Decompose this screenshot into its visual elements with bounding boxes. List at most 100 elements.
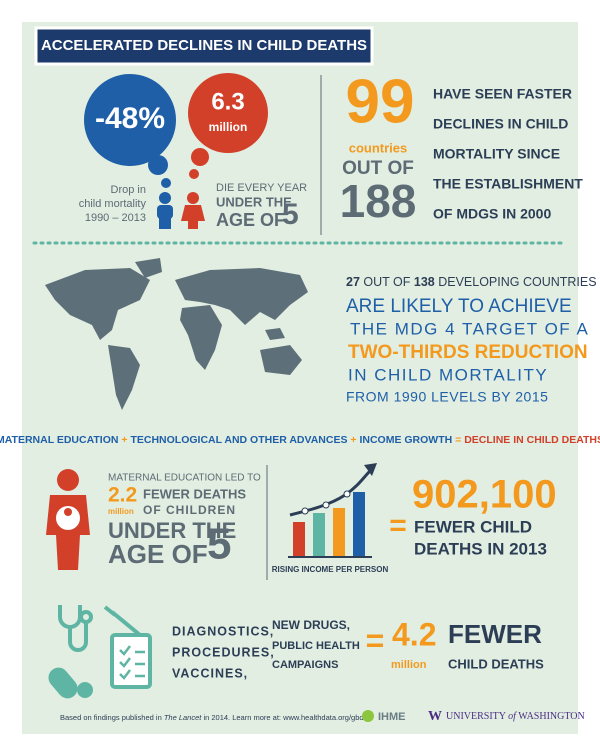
bubble [161, 178, 171, 188]
bubble [188, 73, 268, 153]
text-line: DIAGNOSTICS, [172, 624, 274, 638]
text-line: MORTALITY SINCE [433, 146, 560, 162]
text-line: VACCINES, [172, 666, 248, 680]
equals: = [389, 509, 407, 542]
shape [135, 650, 145, 678]
education-unit: million [108, 507, 134, 516]
caption: child mortality [79, 198, 147, 210]
text-line: PUBLIC HEALTH [272, 640, 360, 652]
term: DECLINE IN CHILD DEATHS [464, 434, 600, 446]
text: OUT OF [363, 275, 410, 289]
deaths-value: 6.3 [211, 88, 244, 115]
ihme: IHME [378, 711, 406, 723]
text-line: TWO-THIRDS REDUCTION [348, 342, 588, 363]
shape [364, 463, 377, 476]
deaths-unit: million [209, 120, 248, 134]
text-line: FEWER DEATHS [143, 486, 246, 501]
drop-value: -48% [95, 102, 165, 135]
caption: AGE OF [216, 210, 285, 230]
text-line: THE ESTABLISHMENT [433, 176, 583, 192]
shape [77, 682, 93, 698]
caption: 1990 – 2013 [85, 212, 146, 224]
caption: Drop in [111, 184, 146, 196]
shape [322, 501, 330, 509]
income-chart [288, 463, 377, 558]
shape [159, 192, 171, 204]
advances-value: 4.2 [392, 616, 436, 652]
shape [313, 513, 325, 556]
equation: MATERNAL EDUCATION + TECHNOLOGICAL AND O… [0, 434, 600, 446]
text-line: NEW DRUGS, [272, 618, 350, 632]
shape [333, 508, 345, 556]
text: of [508, 711, 517, 722]
shape [180, 305, 222, 370]
shape [353, 492, 365, 556]
text-line: OF MDGS IN 2000 [433, 206, 551, 222]
text: WASHINGTON [518, 711, 584, 722]
text-line: FEWER [448, 619, 542, 649]
shape [119, 645, 131, 680]
title: ACCELERATED DECLINES IN CHILD DEATHS [41, 37, 367, 54]
shape [157, 205, 173, 219]
shape [68, 622, 88, 652]
shape [159, 218, 171, 229]
shape [45, 268, 150, 340]
countries-label: countries [349, 140, 408, 155]
text-line: IN CHILD MORTALITY [348, 365, 548, 384]
text-line: ARE LIKELY TO ACHIEVE [346, 296, 572, 317]
shape [188, 220, 198, 229]
shape [110, 610, 142, 637]
equals: = [366, 622, 385, 658]
countries-count: 99 [346, 67, 415, 136]
shape [265, 328, 285, 340]
text: in 2014. Learn more at: www.healthdata.o… [201, 713, 363, 722]
operator: = [455, 434, 461, 446]
age: 5 [282, 198, 299, 231]
mdg-intro: 27 OUT OF 138 DEVELOPING COUNTRIES [346, 275, 597, 289]
footer-note: Based on findings published in The Lance… [60, 713, 364, 722]
shape [343, 490, 351, 498]
chart-caption: RISING INCOME PER PERSON [272, 565, 389, 574]
shape [260, 345, 302, 375]
mother-icon [46, 469, 90, 570]
countries-total: 188 [340, 175, 417, 227]
shape [110, 633, 152, 689]
caption: DIE EVERY YEAR [216, 182, 307, 194]
bubble [189, 169, 199, 179]
text-line: PROCEDURES, [172, 645, 275, 659]
out-of: OUT OF [342, 158, 414, 179]
term: TECHNOLOGICAL AND OTHER ADVANCES [130, 434, 347, 446]
text-line: MATERNAL EDUCATION LED TO [108, 473, 261, 484]
uw-logo: W [428, 709, 442, 724]
medical-icons [48, 605, 152, 699]
text-line: DECLINES IN CHILD [433, 116, 568, 132]
text: UNIVERSITY [446, 711, 506, 722]
shape [56, 506, 80, 530]
bubble [191, 148, 209, 166]
text: 138 [414, 275, 435, 289]
shape [175, 268, 308, 325]
education-value: 2.2 [108, 484, 137, 507]
text: DEVELOPING COUNTRIES [438, 275, 596, 289]
bubble [84, 74, 176, 166]
shape [135, 258, 162, 278]
text-line: HAVE SEEN FASTER [433, 86, 572, 102]
age: 5 [207, 520, 231, 569]
text-line: FEWER CHILD [414, 517, 532, 536]
term: INCOME GROWTH [359, 434, 452, 446]
shape [181, 205, 205, 221]
text-line: AGE OF [108, 539, 208, 569]
child-icons [157, 192, 205, 229]
term: MATERNAL EDUCATION [0, 434, 118, 446]
ihme-logo [362, 710, 374, 722]
text-line: UNDER THE [108, 518, 236, 543]
text-line: CAMPAIGNS [272, 659, 338, 671]
bubble [148, 155, 168, 175]
title-bar [34, 26, 374, 66]
advances-unit: million [391, 659, 427, 671]
text-line: DEATHS IN 2013 [414, 539, 547, 558]
operator: + [121, 434, 127, 446]
uw-name: UNIVERSITY of WASHINGTON [446, 711, 585, 722]
text: Based on findings published in [60, 713, 164, 722]
